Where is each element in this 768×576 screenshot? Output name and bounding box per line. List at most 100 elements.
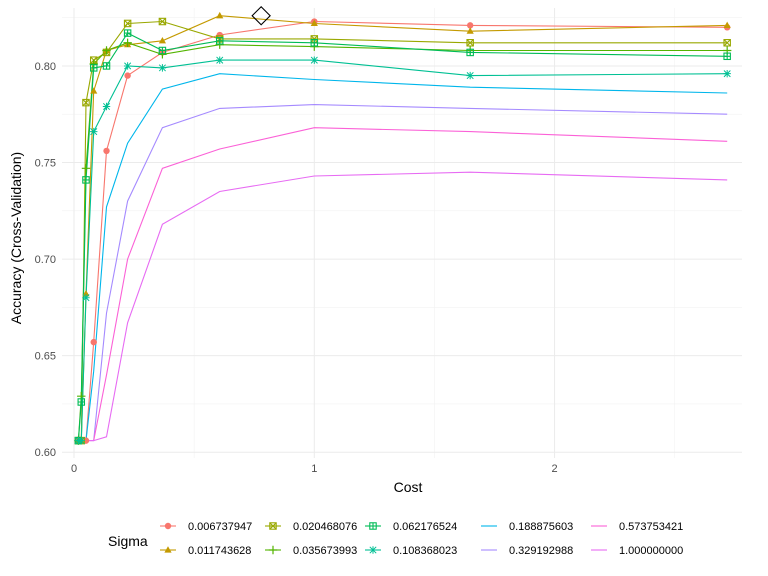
marker-square	[82, 98, 90, 107]
y-tick-label: 0.75	[35, 158, 56, 170]
data-point	[123, 38, 132, 47]
data-point	[82, 290, 90, 297]
series-line	[78, 15, 728, 442]
data-point	[310, 39, 319, 47]
data-point	[81, 164, 91, 173]
data-point	[466, 71, 474, 80]
data-point	[158, 64, 167, 72]
marker-plus	[369, 522, 377, 530]
data-point	[77, 436, 85, 445]
marker-plus	[466, 49, 474, 56]
marker-cross	[310, 35, 318, 43]
legend-label: 0.062176524	[393, 521, 457, 533]
data-point	[124, 72, 131, 79]
data-point	[466, 27, 474, 34]
legend-key-marker	[369, 546, 377, 554]
marker-plus	[124, 29, 131, 37]
data-point	[158, 17, 167, 26]
legend-item: 0.188875603	[481, 521, 573, 533]
data-point	[89, 64, 98, 72]
legend-title: Sigma	[108, 533, 148, 549]
data-point	[216, 56, 224, 64]
data-point	[310, 56, 318, 64]
data-point	[123, 19, 132, 28]
legend-key-marker	[164, 522, 172, 530]
series-line	[78, 104, 728, 442]
legend-label: 0.108368023	[393, 545, 457, 557]
y-tick-label: 0.70	[35, 254, 56, 266]
data-point	[215, 37, 224, 45]
marker-plus	[216, 37, 223, 45]
data-point	[310, 19, 318, 27]
legend-item: 0.329192988	[481, 545, 573, 557]
series-line	[77, 32, 728, 441]
legend-item: 0.006737947	[160, 521, 252, 533]
x-tick-label: 1	[311, 463, 317, 475]
data-point	[90, 87, 98, 94]
best-highlight	[251, 5, 271, 26]
marker-plus	[103, 62, 110, 70]
y-tick-label: 0.65	[35, 351, 56, 363]
y-tick-label: 0.60	[35, 447, 56, 459]
legend: Sigma 0.006737947 0.011743628 0.020468076 0…	[108, 521, 683, 557]
legend-item: 0.020468076	[265, 521, 357, 533]
legend-label: 0.020468076	[293, 521, 357, 533]
legend-label: 0.011743628	[188, 545, 251, 557]
marker-plus	[78, 398, 85, 406]
best-point-diamond	[251, 5, 271, 26]
marker-square	[723, 39, 731, 47]
data-point	[102, 46, 111, 55]
marker-square	[123, 19, 132, 28]
legend-item: 1.000000000	[591, 545, 683, 557]
data-point	[216, 11, 224, 19]
data-point	[82, 294, 90, 302]
axis-group: 0.60 0.65 0.70 0.75 0.80 0 1 2	[35, 61, 558, 475]
data-point	[466, 22, 474, 29]
legend-item: 0.035673993	[265, 545, 357, 557]
legend-key-marker	[369, 522, 377, 530]
series-line	[78, 127, 728, 442]
x-tick-label: 0	[71, 463, 77, 475]
data-point	[123, 62, 132, 70]
legend-label: 0.006737947	[188, 521, 252, 533]
series-line	[78, 59, 728, 442]
data-point	[158, 37, 167, 44]
data-point	[723, 69, 731, 78]
legend-key-marker	[269, 522, 277, 530]
series-line	[77, 42, 728, 441]
marker-plus	[90, 64, 97, 72]
legend-item: 0.573753421	[591, 521, 683, 533]
marker-square	[269, 522, 277, 530]
marker-cross	[466, 39, 474, 47]
marker-plus	[311, 39, 318, 46]
marker-cross	[269, 522, 277, 530]
marker-cross	[124, 19, 132, 28]
markers-group	[74, 11, 732, 445]
legend-label: 1.000000000	[619, 545, 683, 557]
marker-cross	[723, 39, 731, 47]
data-point	[723, 39, 731, 47]
legend-label: 0.035673993	[293, 545, 357, 557]
legend-label: 0.329192988	[509, 545, 573, 557]
marker-square	[466, 39, 474, 47]
marker-plus	[159, 47, 166, 54]
marker-plus	[723, 53, 731, 60]
data-point	[102, 62, 111, 70]
data-point	[123, 29, 132, 37]
x-tick-label: 2	[552, 463, 558, 475]
legend-label: 0.188875603	[509, 521, 573, 533]
y-tick-label: 0.80	[35, 61, 56, 73]
legend-item: 0.108368023	[365, 545, 457, 557]
series-group	[77, 15, 728, 442]
data-point	[77, 398, 86, 406]
data-point	[723, 21, 731, 28]
data-point	[466, 48, 474, 57]
y-axis-title: Accuracy (Cross-Validation)	[8, 152, 24, 324]
legend-item: 0.062176524	[365, 521, 457, 533]
grid	[62, 8, 742, 458]
marker-plus	[82, 176, 90, 184]
legend-key-marker	[164, 546, 172, 553]
x-axis-title: Cost	[394, 479, 423, 495]
data-point	[102, 102, 111, 111]
